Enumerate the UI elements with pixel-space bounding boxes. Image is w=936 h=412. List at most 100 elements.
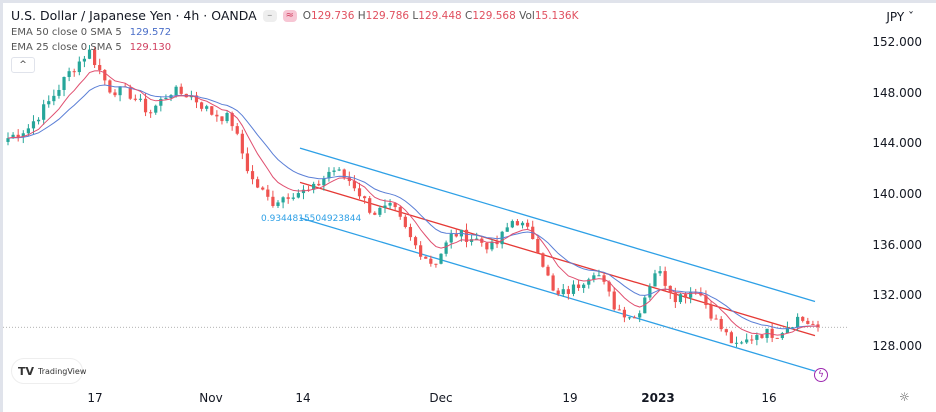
candle-body xyxy=(429,258,433,264)
candle-body xyxy=(205,106,209,109)
candle-body xyxy=(357,188,362,197)
candle-body xyxy=(98,65,102,70)
candle-body xyxy=(291,197,295,199)
candle-body xyxy=(617,309,621,311)
minus-icon[interactable]: – xyxy=(262,9,277,22)
chevron-up-icon[interactable]: ^ xyxy=(11,57,35,73)
candle-body xyxy=(378,207,382,215)
indicator-ema50[interactable]: EMA 50 close 0 SMA 5 129.572 xyxy=(11,27,172,38)
candle-body xyxy=(413,237,418,246)
candle-body xyxy=(21,133,25,138)
candle-body xyxy=(469,239,474,242)
candle-body xyxy=(790,327,795,329)
candle-body xyxy=(220,116,224,122)
legend: U.S. Dollar / Japanese Yen · 4h · OANDA … xyxy=(11,8,579,73)
candle-body xyxy=(780,333,784,339)
candle-body xyxy=(174,86,178,96)
candle-body xyxy=(296,193,300,198)
y-tick-label: 132.000 xyxy=(872,288,922,303)
wave-icon[interactable]: ≈ xyxy=(282,9,297,22)
currency-selector[interactable]: JPY ˇ xyxy=(886,10,914,24)
x-tick-label: 16 xyxy=(761,391,777,405)
channel-upper-line xyxy=(299,147,816,303)
candle-body xyxy=(159,98,163,106)
candle-body xyxy=(42,104,46,120)
candle-body xyxy=(388,203,392,206)
candle-body xyxy=(806,320,810,324)
candle-body xyxy=(261,187,265,190)
tradingview-logo[interactable]: TV TradingView xyxy=(11,358,86,384)
candle-body xyxy=(658,271,662,274)
candle-body xyxy=(704,295,708,306)
candle-body xyxy=(128,87,132,99)
candle-body xyxy=(281,197,285,203)
candle-body xyxy=(566,289,570,294)
candle-body xyxy=(154,105,158,113)
candle-body xyxy=(526,222,530,227)
y-tick-label: 152.000 xyxy=(872,35,922,49)
candle-body xyxy=(490,241,494,250)
channel-middle-line xyxy=(299,181,816,337)
candle-body xyxy=(103,69,107,81)
candle-body xyxy=(347,177,351,182)
candle-body xyxy=(648,286,652,298)
candle-body xyxy=(561,289,565,295)
candle-body xyxy=(240,133,244,154)
candle-body xyxy=(393,203,397,208)
candle-body xyxy=(612,291,616,310)
candle-body xyxy=(785,327,790,334)
candle-body xyxy=(541,253,545,267)
candle-body xyxy=(266,189,270,197)
price-chart[interactable] xyxy=(3,3,936,412)
candle-body xyxy=(750,339,754,341)
lightning-icon[interactable]: ϟ xyxy=(814,368,828,382)
candle-body xyxy=(801,316,805,321)
candle-body xyxy=(755,335,759,340)
indicator-ema25[interactable]: EMA 25 close 0 SMA 5 129.130 xyxy=(11,42,172,53)
candle-body xyxy=(276,202,280,206)
candle-body xyxy=(245,153,250,172)
candle-body xyxy=(571,284,576,294)
candle-body xyxy=(398,207,402,217)
candle-body xyxy=(775,337,779,339)
candle-body xyxy=(256,179,260,188)
ohlc-readout: O129.736 H129.786 L129.448 C129.568 Vol1… xyxy=(302,9,579,22)
candle-body xyxy=(342,169,346,178)
candle-body xyxy=(26,128,30,134)
x-tick-label: 14 xyxy=(295,391,311,405)
candle-body xyxy=(419,245,423,257)
candle-body xyxy=(337,169,341,171)
candle-body xyxy=(622,309,627,318)
candle-body xyxy=(93,49,97,66)
candle-body xyxy=(363,196,367,199)
candle-body xyxy=(485,242,489,250)
candle-body xyxy=(627,317,632,319)
candle-body xyxy=(587,279,591,285)
candle-body xyxy=(714,318,718,320)
candle-body xyxy=(745,339,749,343)
candle-body xyxy=(607,281,611,292)
candle-body xyxy=(734,342,739,344)
settings-gear-icon[interactable]: ☼ xyxy=(899,390,910,404)
candle-body xyxy=(133,98,137,100)
candle-body xyxy=(327,171,331,179)
symbol-title[interactable]: U.S. Dollar / Japanese Yen · 4h · OANDA xyxy=(11,8,257,23)
candle-body xyxy=(72,71,76,73)
candle-body xyxy=(408,226,413,238)
candle-body xyxy=(689,291,693,298)
candle-body xyxy=(143,98,148,113)
candle-body xyxy=(760,335,764,338)
x-tick-label: 17 xyxy=(87,391,103,405)
candle-body xyxy=(439,253,443,264)
candle-body xyxy=(546,266,550,276)
candle-body xyxy=(149,112,153,114)
candle-body xyxy=(47,101,51,105)
candle-body xyxy=(16,134,20,138)
candle-body xyxy=(454,233,458,237)
candle-body xyxy=(215,114,219,117)
candle-body xyxy=(597,275,601,277)
candle-body xyxy=(67,71,71,77)
candle-body xyxy=(199,102,204,109)
candle-body xyxy=(673,292,677,303)
